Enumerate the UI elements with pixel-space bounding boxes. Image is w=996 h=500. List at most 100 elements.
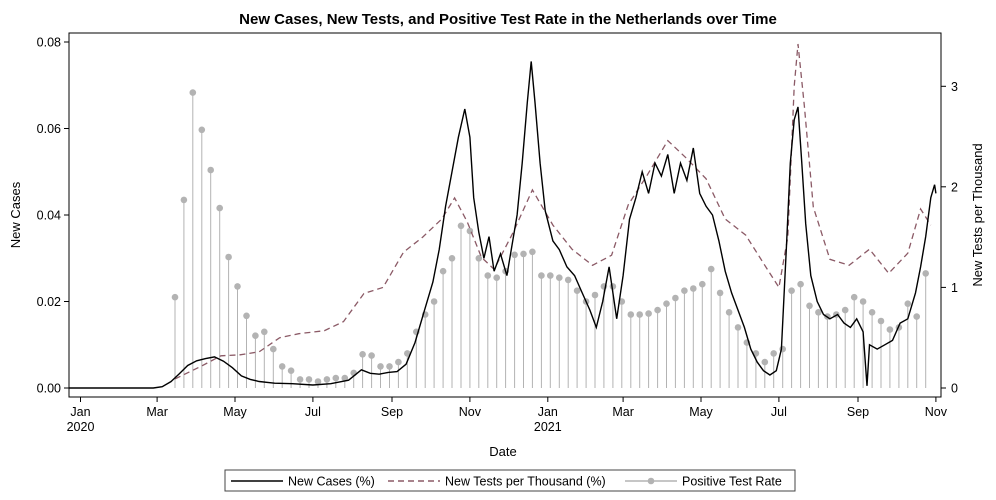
positive-test-rate-point <box>725 309 733 316</box>
x-tick-label: Mar <box>146 405 168 419</box>
positive-test-rate-point <box>296 376 304 383</box>
positive-test-rate-point <box>922 270 929 277</box>
positive-test-rate-point <box>806 302 813 310</box>
positive-test-rate-point <box>690 285 697 292</box>
new-tests-line <box>174 43 932 380</box>
positive-test-rate-point <box>207 166 214 174</box>
positive-test-rate-point <box>663 300 670 308</box>
positive-test-rate-point <box>359 351 366 358</box>
positive-test-rate-point <box>672 294 679 302</box>
left-y-tick-label: 0.08 <box>37 36 61 50</box>
right-y-tick-label: 2 <box>951 180 958 194</box>
legend-label-cases: New Cases (%) <box>288 475 375 489</box>
positive-test-rate-point <box>761 358 769 366</box>
x-tick-label: Mar <box>612 405 634 419</box>
positive-test-rate-point <box>475 254 483 262</box>
x-tick-label: Nov <box>925 405 948 419</box>
positive-test-rate-point <box>216 204 223 212</box>
positive-test-rate-point <box>287 367 295 375</box>
positive-test-rate-point <box>314 378 322 385</box>
positive-test-rate-point <box>278 363 286 370</box>
legend-box <box>224 469 796 492</box>
positive-test-rate-point <box>261 328 268 336</box>
positive-test-rate-point <box>457 222 465 230</box>
x-tick-label: May <box>223 405 247 419</box>
positive-test-rate-point <box>645 310 652 317</box>
left-y-tick-label: 0.06 <box>37 122 61 136</box>
positive-test-rate-point <box>868 309 876 316</box>
positive-test-rate-point <box>681 287 688 295</box>
positive-test-rate-point <box>707 265 715 273</box>
x-axis-label: Date <box>489 444 516 459</box>
positive-test-rate-point <box>305 376 313 383</box>
positive-test-rate-point <box>538 272 545 279</box>
positive-test-rate-point <box>654 306 661 314</box>
positive-test-rate-point <box>770 350 777 357</box>
positive-test-rate-point <box>386 363 393 370</box>
positive-test-rate-point <box>788 287 795 295</box>
positive-test-rate-point <box>877 317 885 325</box>
positive-test-rate-point <box>368 352 375 359</box>
positive-test-rate-point <box>520 250 527 258</box>
x-tick-label: May <box>689 405 713 419</box>
positive-test-rate-point <box>564 276 572 284</box>
positive-test-rate-point <box>627 311 635 318</box>
x-tick-label: Sep <box>847 405 869 419</box>
new-cases-line <box>69 61 937 389</box>
x-tick-label: Jul <box>771 405 787 419</box>
positive-test-rate-point <box>243 312 250 320</box>
positive-test-rate-point <box>234 283 241 290</box>
positive-test-rate-point <box>225 253 232 261</box>
legend-label-positive: Positive Test Rate <box>682 475 782 489</box>
positive-test-rate-point <box>395 358 402 366</box>
positive-test-rate-point <box>448 254 456 262</box>
positive-test-rate-point <box>556 274 563 282</box>
positive-test-rate-point <box>591 291 599 299</box>
positive-test-rate-point <box>886 326 894 333</box>
positive-test-rate-point <box>841 306 849 314</box>
positive-test-rate-point <box>815 309 822 316</box>
positive-test-rate-point <box>913 313 920 320</box>
positive-test-rate-point <box>430 298 438 305</box>
positive-test-rate-point <box>252 332 259 340</box>
plot-frame <box>68 32 942 398</box>
x-tick-label: Nov <box>459 405 482 419</box>
positive-test-rate-point <box>797 280 804 288</box>
positive-test-rate-point <box>734 324 742 331</box>
positive-test-rate-stems <box>171 89 929 388</box>
x-tick-year-label: 2020 <box>67 420 95 434</box>
positive-test-rate-point <box>699 280 706 288</box>
positive-test-rate-point <box>529 248 536 256</box>
x-tick-label: Jan <box>538 405 558 419</box>
positive-test-rate-point <box>484 272 492 279</box>
y-axis-label-right: New Tests per Thousand <box>970 143 985 286</box>
left-y-tick-label: 0.02 <box>37 295 61 309</box>
positive-test-rate-point <box>332 374 340 382</box>
left-y-tick-label: 0.00 <box>37 382 61 396</box>
chart-title: New Cases, New Tests, and Positive Test … <box>239 11 777 28</box>
positive-test-rate-point <box>341 374 349 382</box>
x-tick-label: Sep <box>381 405 403 419</box>
left-y-axis: 0.00 0.02 0.04 0.06 0.08 <box>37 36 69 396</box>
x-tick-label: Jul <box>305 405 321 419</box>
positive-test-rate-point <box>716 289 724 297</box>
positive-test-rate-point <box>171 293 179 301</box>
positive-test-rate-point <box>377 363 384 370</box>
positive-test-rate-point <box>404 350 411 357</box>
positive-test-rate-point <box>270 345 277 353</box>
legend-swatch-positive-dot <box>647 477 655 485</box>
y-axis-label-left: New Cases <box>8 181 23 248</box>
right-y-tick-label: 1 <box>951 281 958 295</box>
positive-test-rate-point <box>904 300 912 308</box>
positive-test-rate-point <box>180 196 188 204</box>
left-y-tick-label: 0.04 <box>37 209 61 223</box>
legend-label-tests: New Tests per Thousand (%) <box>445 475 606 489</box>
positive-test-rate-point <box>198 126 206 134</box>
right-y-tick-label: 3 <box>951 80 958 94</box>
positive-test-rate-point <box>323 376 331 383</box>
positive-test-rate-point <box>636 311 643 318</box>
x-tick-label: Jan <box>70 405 90 419</box>
